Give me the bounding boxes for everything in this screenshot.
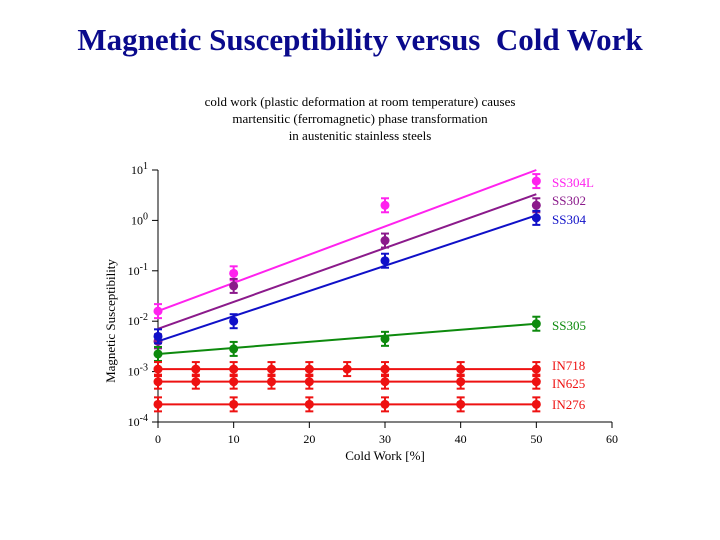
- series-in276: IN276: [153, 396, 586, 413]
- data-point: [380, 236, 390, 246]
- legend-label: SS305: [552, 318, 586, 333]
- x-tick-label: 0: [155, 432, 161, 446]
- data-point: [304, 364, 314, 374]
- data-point: [380, 334, 390, 344]
- data-point: [456, 399, 466, 409]
- chart-subtitle: cold work (plastic deformation at room t…: [150, 93, 570, 144]
- x-tick-label: 20: [303, 432, 315, 446]
- subtitle-line-1: cold work (plastic deformation at room t…: [204, 94, 516, 109]
- series-ss305: SS305: [153, 315, 586, 362]
- fit-line: [157, 322, 537, 355]
- y-tick-label: 101: [131, 161, 148, 177]
- data-point: [267, 377, 276, 387]
- y-tick-label: 10-3: [128, 363, 148, 379]
- subtitle-line-3: in austenitic stainless steels: [288, 128, 432, 143]
- data-point: [229, 377, 239, 387]
- fit-line: [157, 169, 537, 313]
- subtitle-line-2: martensitic (ferromagnetic) phase transf…: [232, 111, 488, 126]
- data-point: [229, 344, 239, 354]
- slide-title: Magnetic Susceptibility versus Cold Work: [77, 22, 643, 57]
- data-point: [153, 306, 163, 316]
- data-point: [531, 399, 541, 409]
- data-point: [304, 399, 314, 409]
- data-point: [153, 399, 163, 409]
- series-in625: IN625: [153, 373, 585, 391]
- x-tick-label: 40: [455, 432, 467, 446]
- data-point: [153, 377, 163, 387]
- data-point: [191, 377, 201, 387]
- data-point: [229, 399, 239, 409]
- data-point: [153, 331, 163, 341]
- y-tick-label: 100: [131, 211, 148, 227]
- data-point: [531, 176, 541, 186]
- y-tick-label: 10-1: [128, 262, 148, 278]
- data-point: [229, 268, 239, 278]
- data-point: [191, 364, 201, 374]
- data-point: [229, 364, 239, 374]
- series-ss304: SS304: [153, 209, 586, 345]
- data-point: [380, 377, 390, 387]
- x-tick-label: 30: [379, 432, 391, 446]
- data-point: [153, 364, 163, 374]
- x-tick-label: 60: [606, 432, 618, 446]
- data-point: [380, 364, 390, 374]
- legend-label: IN276: [552, 397, 586, 412]
- x-axis-label: Cold Work [%]: [345, 448, 425, 463]
- legend-label: SS302: [552, 193, 586, 208]
- x-tick-label: 50: [530, 432, 542, 446]
- legend-label: SS304: [552, 212, 586, 227]
- y-axis-label: Magnetic Susceptibility: [103, 259, 118, 383]
- y-tick-label: 10-2: [128, 312, 148, 328]
- legend-label: IN625: [552, 376, 585, 391]
- data-point: [456, 364, 466, 374]
- series-in718: IN718: [153, 358, 585, 378]
- data-point: [229, 281, 239, 291]
- data-point: [531, 200, 541, 210]
- legend-label: IN718: [552, 358, 585, 373]
- x-tick-label: 10: [228, 432, 240, 446]
- legend-label: SS304L: [552, 175, 594, 190]
- data-point: [380, 256, 390, 266]
- fit-line: [157, 214, 537, 343]
- series-ss304l: SS304L: [153, 169, 594, 320]
- data-point: [229, 316, 239, 326]
- data-point: [267, 364, 276, 374]
- data-point: [380, 399, 390, 409]
- data-point: [456, 377, 466, 387]
- data-point: [531, 364, 541, 374]
- data-point: [304, 377, 314, 387]
- fit-line: [157, 193, 537, 330]
- data-point: [531, 213, 541, 223]
- data-point: [531, 377, 541, 387]
- data-point: [342, 364, 352, 374]
- data-point: [380, 200, 390, 210]
- data-point: [531, 319, 541, 329]
- data-point: [153, 349, 163, 359]
- y-tick-label: 10-4: [128, 413, 148, 429]
